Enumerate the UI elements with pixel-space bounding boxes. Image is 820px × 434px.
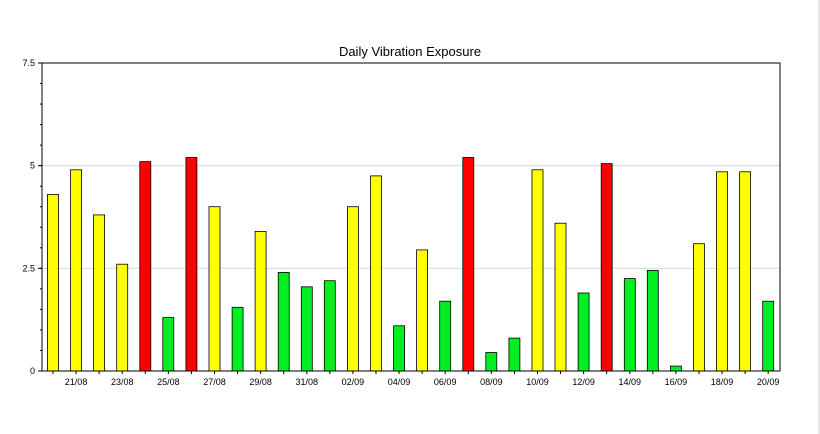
x-tick-label: 10/09 — [526, 377, 549, 387]
bar — [162, 317, 175, 372]
bar — [577, 292, 590, 372]
bar — [393, 325, 406, 372]
bar — [623, 278, 636, 372]
bar — [600, 163, 613, 372]
bar — [762, 300, 775, 372]
x-tick-label: 14/09 — [618, 377, 641, 387]
bar — [554, 222, 567, 372]
bar — [185, 157, 198, 372]
bar — [93, 214, 105, 372]
bars — [47, 157, 775, 372]
bar — [370, 175, 382, 372]
x-tick-label: 06/09 — [434, 377, 457, 387]
x-tick-label: 12/09 — [572, 377, 595, 387]
bar — [485, 352, 498, 372]
axes: 0 2.5 5 7.5 21/08 23/08 25/08 27/08 29/08 31/08 02… — [22, 58, 779, 387]
bar — [508, 337, 521, 372]
x-tick-label: 08/09 — [480, 377, 503, 387]
x-tick-label: 31/08 — [296, 377, 319, 387]
bar — [739, 171, 751, 372]
bar — [277, 271, 290, 372]
bar — [416, 249, 429, 372]
x-tick-label: 29/08 — [249, 377, 272, 387]
x-tick-label: 18/09 — [711, 377, 734, 387]
bar — [47, 193, 59, 372]
bar — [323, 280, 336, 372]
x-tick-label: 25/08 — [157, 377, 180, 387]
x-tick-label: 27/08 — [203, 377, 226, 387]
grid-lines — [42, 165, 780, 269]
y-tick-label: 2.5 — [22, 263, 35, 273]
x-tick-label: 02/09 — [342, 377, 365, 387]
x-tick-label: 04/09 — [388, 377, 411, 387]
y-tick-label: 0 — [30, 366, 35, 376]
bar — [139, 161, 152, 372]
bar — [531, 169, 544, 372]
window-edge — [818, 0, 820, 434]
y-tick-label: 7.5 — [22, 58, 35, 68]
x-tick-label: 21/08 — [65, 377, 88, 387]
y-tick-label: 5 — [30, 161, 35, 171]
bar — [716, 171, 728, 372]
bar — [670, 365, 682, 372]
bar — [254, 230, 267, 372]
x-tick-label: 23/08 — [111, 377, 134, 387]
bar — [300, 286, 313, 372]
bar — [208, 206, 221, 372]
bar — [231, 306, 244, 372]
bar — [70, 169, 82, 372]
bar — [462, 157, 475, 372]
bar — [116, 263, 129, 372]
x-tick-label: 20/09 — [757, 377, 780, 387]
bar — [439, 300, 452, 372]
plot-frame — [41, 62, 781, 372]
x-tick-label: 16/09 — [665, 377, 688, 387]
bar — [646, 269, 659, 372]
bar — [693, 243, 705, 372]
bar — [346, 206, 359, 372]
chart-title: Daily Vibration Exposure — [339, 44, 481, 59]
